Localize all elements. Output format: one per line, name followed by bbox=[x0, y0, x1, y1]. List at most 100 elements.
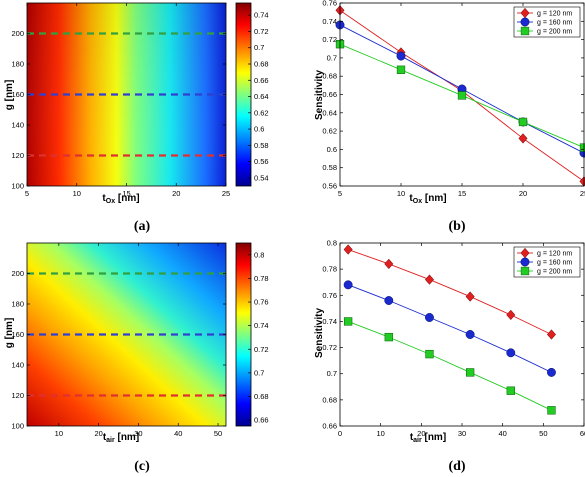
panel-d-xtick-label: 50 bbox=[539, 429, 547, 438]
panel-d-series-1-point bbox=[425, 313, 434, 322]
panel-a-colorbar-label: 0.54 bbox=[254, 173, 269, 182]
panel-c-ytick-label: 180 bbox=[11, 300, 24, 309]
panel-d-ytick-label: 0.72 bbox=[322, 343, 337, 352]
panel-b-ytick-label: 0.62 bbox=[322, 127, 337, 136]
panel-a-xlabel: tOx [nm] bbox=[102, 193, 139, 205]
panel-a-colorbar-label: 0.58 bbox=[254, 141, 269, 150]
panel-a-xtick-label: 5 bbox=[25, 189, 29, 198]
panel-d-series-0-point bbox=[424, 274, 434, 285]
panel-c-ytick-label: 120 bbox=[11, 391, 24, 400]
panel-b-label: (b) bbox=[448, 219, 465, 234]
panel-d-xtick-label: 40 bbox=[498, 429, 506, 438]
panel-d-series-0-line bbox=[347, 249, 552, 335]
panel-a-ytick-label: 200 bbox=[11, 29, 24, 38]
panel-d-legend-entry-0: g = 120 nm bbox=[537, 251, 572, 258]
panel-c-xtick-label: 10 bbox=[55, 429, 63, 438]
panel-a-label: (a) bbox=[134, 219, 151, 234]
panel-b-xtick-label: 25 bbox=[580, 189, 585, 198]
panel-d-ytick-label: 0.7 bbox=[327, 369, 337, 378]
panel-c-ytick-label: 100 bbox=[11, 422, 24, 431]
panel-b-ytick-label: 0.76 bbox=[322, 0, 337, 8]
panel-d-ytick-label: 0.68 bbox=[322, 395, 337, 404]
panel-a-colorbar-label: 0.62 bbox=[254, 108, 269, 117]
panel-a-colorbar-label: 0.72 bbox=[254, 27, 269, 36]
panel-a-colorbar-label: 0.56 bbox=[254, 157, 269, 166]
panel-b-legend-entry-0: g = 120 nm bbox=[537, 11, 572, 18]
panel-a-colorbar-label: 0.68 bbox=[254, 60, 269, 69]
panel-b-xtick-label: 20 bbox=[519, 189, 527, 198]
panel-b-ytick-label: 0.72 bbox=[322, 35, 337, 44]
panel-c-colorbar-label: 0.72 bbox=[254, 345, 269, 354]
panel-b-series-0-point bbox=[518, 133, 528, 144]
panel-a-colorbar-label: 0.64 bbox=[254, 92, 269, 101]
panel-d-xlabel: tair [nm] bbox=[410, 432, 446, 444]
panel-d-xtick-label: 10 bbox=[376, 429, 384, 438]
panel-a-heatmap: 5 10 15 20 25 100 120 140 160 180 200 0.54 0.56 0.58… bbox=[4, 2, 269, 234]
panel-a-ytick-label: 120 bbox=[11, 151, 24, 160]
panel-d-series-2-point bbox=[547, 406, 556, 415]
panel-c-colorbar-label: 0.68 bbox=[254, 392, 269, 401]
panel-b-series-2-point bbox=[457, 91, 467, 100]
panel-b-xlabel: tOx [nm] bbox=[409, 193, 446, 205]
panel-d-legend-entry-1: g = 160 nm bbox=[537, 260, 572, 267]
panel-d-series-2-point bbox=[343, 317, 353, 326]
panel-d-series-0-point bbox=[384, 258, 394, 270]
panel-d-xtick-label: 60 bbox=[580, 429, 585, 438]
panel-c-label: (c) bbox=[134, 459, 150, 474]
panel-d-series-0-point bbox=[465, 291, 475, 302]
panel-d-series-2-point bbox=[425, 349, 434, 359]
panel-c-colorbar bbox=[235, 242, 252, 427]
panel-c-colorbar-label: 0.78 bbox=[254, 274, 269, 283]
panel-d-xtick-label: 20 bbox=[417, 429, 425, 438]
panel-b-ytick-label: 0.6 bbox=[327, 145, 337, 154]
panel-d-series-1-point bbox=[465, 330, 475, 339]
panel-d-series-2-point bbox=[384, 332, 393, 342]
panel-b-series-2-point bbox=[518, 117, 528, 127]
panel-d-series-0-point bbox=[506, 309, 516, 321]
panel-c-ylabel: g [nm] bbox=[4, 318, 15, 349]
panel-c-ytick-label: 140 bbox=[11, 361, 24, 370]
panel-b-line-chart: 5 10 15 20 25 0.56 0.58 0.6 0.62 0.64 0.66 0.68 0.7 0… bbox=[314, 0, 585, 234]
panel-a-colorbar bbox=[235, 2, 252, 187]
panel-c-ytick-label: 200 bbox=[11, 269, 24, 278]
panel-c-ytick-label: 160 bbox=[11, 330, 24, 339]
panel-d-series-2-point bbox=[506, 386, 515, 395]
panel-c-colorbar-label: 0.74 bbox=[254, 321, 269, 330]
panel-b-ytick-label: 0.7 bbox=[327, 53, 337, 62]
panel-d-series-2-line bbox=[347, 321, 552, 411]
panel-a-xtick-label: 20 bbox=[172, 189, 180, 198]
panel-d-label: (d) bbox=[448, 459, 465, 474]
panel-b-ytick-label: 0.74 bbox=[322, 17, 337, 26]
panel-b-legend-entry-2: g = 200 nm bbox=[537, 29, 572, 36]
panel-b-ytick-label: 0.66 bbox=[322, 90, 337, 99]
panel-a-ytick-label: 140 bbox=[11, 121, 24, 130]
panel-b-series-1-point bbox=[396, 51, 406, 61]
panel-d-legend-marker-1 bbox=[520, 257, 530, 267]
panel-c-colorbar-label: 0.66 bbox=[254, 416, 269, 425]
panel-c-xtick-label: 30 bbox=[134, 429, 142, 438]
panel-b-ylabel: Sensitivity bbox=[314, 70, 325, 120]
panel-d-series-2-point bbox=[465, 368, 475, 377]
panel-d-series-1-point bbox=[384, 296, 394, 305]
panel-d-ylabel: Sensitivity bbox=[314, 308, 325, 358]
panel-c-colorbar-label: 0.8 bbox=[254, 250, 264, 259]
panel-d-legend-entry-2: g = 200 nm bbox=[537, 269, 572, 276]
panel-d-series-1-point bbox=[547, 367, 556, 377]
panel-d-ytick-label: 0.78 bbox=[322, 265, 337, 274]
panel-b-xtick-label: 10 bbox=[397, 189, 405, 198]
panel-a-xtick-label: 10 bbox=[73, 189, 81, 198]
panel-d-series-1-point bbox=[506, 348, 516, 358]
panel-d-ytick-label: 0.8 bbox=[327, 239, 337, 248]
panel-b-xtick-label: 15 bbox=[458, 189, 466, 198]
panel-a-xtick-label: 15 bbox=[122, 189, 130, 198]
panel-a-colorbar-label: 0.7 bbox=[254, 43, 264, 52]
panel-b-legend-entry-1: g = 160 nm bbox=[537, 20, 572, 27]
panel-c-colorbar-label: 0.76 bbox=[254, 298, 269, 307]
panel-a-colorbar-label: 0.66 bbox=[254, 76, 269, 85]
panel-a-ylabel: g [nm] bbox=[4, 80, 15, 111]
panel-c-xtick-label: 20 bbox=[94, 429, 102, 438]
panel-a-xtick-label: 25 bbox=[222, 189, 230, 198]
panel-b-legend-marker-2 bbox=[520, 26, 530, 36]
panel-b-legend-marker-1 bbox=[520, 17, 530, 27]
